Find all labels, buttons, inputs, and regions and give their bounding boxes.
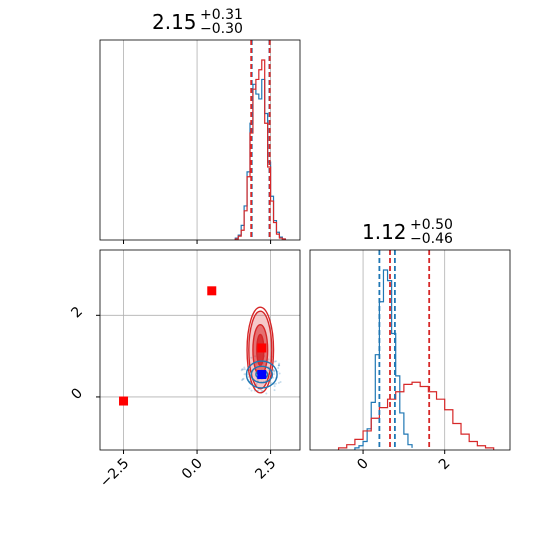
sample-point	[250, 356, 253, 359]
x-tick-label: 0	[354, 456, 372, 474]
sample-point	[242, 377, 245, 380]
sample-point	[248, 387, 251, 390]
sample-point	[250, 389, 253, 392]
sample-point	[273, 389, 276, 392]
marker-point	[207, 286, 217, 296]
hist-series-0	[354, 269, 413, 450]
sample-point	[257, 389, 260, 392]
hist-param-1	[123, 40, 286, 240]
sample-point	[277, 364, 280, 367]
contour-level	[245, 360, 278, 389]
panel-frame	[99, 249, 301, 451]
sample-point	[278, 372, 281, 375]
sample-point	[273, 369, 276, 372]
sample-point	[241, 378, 244, 381]
sample-point	[277, 364, 280, 367]
sample-point	[273, 372, 276, 375]
hist-series-0	[234, 78, 286, 240]
sample-point	[247, 375, 250, 378]
title-param-2-minus: −0.46	[410, 231, 453, 247]
sample-point	[273, 370, 276, 373]
sample-point	[241, 379, 244, 382]
sample-point	[243, 366, 246, 369]
title-param-1: 2.15 +0.31 −0.30	[152, 7, 243, 37]
title-param-2: 1.12 +0.50 −0.46	[362, 217, 453, 247]
sample-point	[278, 362, 281, 365]
hist-series-1	[337, 381, 495, 450]
sample-point	[274, 382, 277, 385]
x-tick-label: −2.5	[97, 456, 132, 491]
sample-point	[267, 358, 270, 361]
marker-point	[257, 369, 267, 379]
sample-point	[279, 380, 282, 383]
y-tick-label: 0	[68, 385, 86, 403]
marker-point	[119, 396, 129, 406]
hist-series-1	[234, 59, 286, 240]
sample-point	[242, 368, 245, 371]
panel-frame	[99, 39, 301, 241]
contour-panel	[100, 250, 300, 450]
hist-param-2	[337, 250, 495, 450]
sample-point	[272, 369, 275, 372]
sample-point	[277, 381, 280, 384]
sample-point	[273, 360, 276, 363]
title-param-1-minus: −0.30	[200, 21, 243, 37]
sample-point	[240, 369, 243, 372]
sample-point	[278, 364, 281, 367]
sample-point	[241, 368, 244, 371]
sample-point	[273, 385, 276, 388]
sample-point	[243, 373, 246, 376]
sample-point	[274, 360, 277, 363]
marker-point	[257, 343, 267, 353]
x-tick-label: 2.5	[252, 456, 279, 483]
panel-frame	[309, 249, 511, 451]
sample-point	[260, 389, 263, 392]
x-tick-label: 2	[436, 456, 454, 474]
sample-point	[243, 368, 246, 371]
sample-point	[247, 373, 250, 376]
sample-point	[265, 392, 268, 395]
title-param-1-value: 2.15	[152, 10, 197, 34]
title-param-2-plus: +0.50	[410, 217, 453, 233]
contour-level	[246, 306, 275, 394]
sample-point	[277, 366, 280, 369]
contour-level	[250, 365, 274, 384]
title-param-1-plus: +0.31	[200, 7, 243, 23]
sample-point	[255, 383, 258, 386]
x-tick-label: 0.0	[179, 456, 206, 483]
y-tick-label: 2	[68, 304, 86, 322]
title-param-2-value: 1.12	[362, 220, 407, 244]
